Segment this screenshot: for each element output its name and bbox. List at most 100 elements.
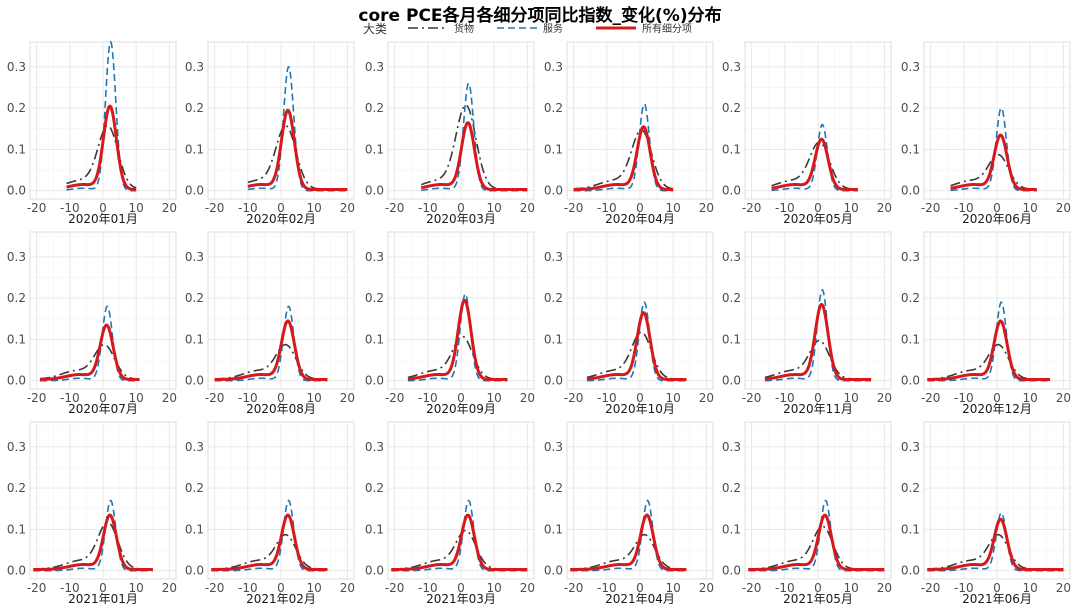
x-tick-label: -20 [385, 391, 405, 405]
y-tick-label: 0.2 [544, 481, 563, 495]
x-tick-label: -20 [27, 391, 47, 405]
y-tick-label: 0.0 [544, 564, 563, 578]
facet-label: 2021年02月 [246, 592, 316, 604]
series-line-all [926, 517, 1064, 571]
x-tick-label: 10 [487, 391, 502, 405]
x-tick-label: -20 [385, 201, 405, 215]
x-tick-label: 20 [1056, 581, 1071, 595]
x-tick-label: -20 [921, 201, 941, 215]
series-line-services [573, 103, 674, 192]
facet-panel: 0.0 0.1 0.2 0.3 -20 -10 0 10 20 2021年05月 [722, 421, 892, 604]
y-tick-label: 0.3 [185, 250, 204, 264]
y-tick-label: 0.0 [544, 374, 563, 388]
x-tick-label: 20 [520, 201, 535, 215]
x-tick-label: 10 [1023, 391, 1038, 405]
series-line-all [569, 513, 687, 571]
series-line-all [586, 311, 688, 381]
x-tick-label: 20 [340, 201, 355, 215]
facet-panel: 0.0 0.1 0.2 0.3 -20 -10 0 10 20 2020年12月 [901, 231, 1071, 416]
x-tick-label: 10 [487, 201, 502, 215]
x-tick-label: 0 [814, 201, 822, 215]
x-tick-label: 10 [666, 391, 681, 405]
y-tick-label: 0.3 [185, 440, 204, 454]
y-tick-label: 0.3 [365, 440, 384, 454]
x-tick-label: 10 [129, 391, 144, 405]
x-tick-label: 20 [877, 391, 892, 405]
y-tick-label: 0.1 [7, 522, 26, 536]
x-tick-label: 0 [277, 201, 285, 215]
series-line-all [407, 298, 509, 381]
x-tick-label: -10 [954, 201, 974, 215]
y-tick-label: 0.1 [544, 142, 563, 156]
y-tick-label: 0.3 [901, 440, 920, 454]
facet-panel: 0.0 0.1 0.2 0.3 -20 -10 0 10 20 2020年07月 [7, 231, 177, 416]
facet-label: 2021年06月 [962, 592, 1032, 604]
series-line-goods [211, 533, 328, 570]
x-tick-label: 20 [1056, 201, 1071, 215]
x-tick-label: 20 [520, 581, 535, 595]
y-tick-label: 0.1 [7, 332, 26, 346]
series-line-goods [214, 343, 328, 380]
facet-label: 2020年06月 [962, 212, 1032, 226]
series-line-all [210, 513, 328, 571]
facet-label: 2021年04月 [605, 592, 675, 604]
y-tick-label: 0.3 [7, 60, 26, 74]
series-line-goods [927, 343, 1051, 380]
y-tick-label: 0.3 [7, 440, 26, 454]
x-tick-label: 0 [636, 581, 644, 595]
facet-panel: 0.0 0.1 0.2 0.3 -20 -10 0 10 20 2020年01月 [7, 41, 177, 226]
x-tick-label: -10 [775, 581, 795, 595]
chart-title: core PCE各月各细分项同比指数_变化(%)分布 [358, 6, 722, 26]
facet-panel: 0.0 0.1 0.2 0.3 -20 -10 0 10 20 2021年06月 [901, 421, 1071, 604]
x-tick-label: 0 [99, 201, 107, 215]
x-tick-label: 10 [307, 391, 322, 405]
x-tick-label: 10 [487, 581, 502, 595]
x-tick-label: 10 [129, 201, 144, 215]
x-tick-label: -10 [238, 201, 258, 215]
facet-label: 2020年09月 [426, 402, 496, 416]
y-tick-label: 0.1 [185, 522, 204, 536]
x-tick-label: -10 [418, 201, 438, 215]
y-tick-label: 0.3 [544, 60, 563, 74]
y-tick-label: 0.2 [185, 481, 204, 495]
y-tick-label: 0.1 [901, 522, 920, 536]
x-tick-label: -20 [742, 391, 762, 405]
y-tick-label: 0.1 [365, 142, 384, 156]
y-tick-label: 0.1 [901, 332, 920, 346]
x-tick-label: 20 [520, 391, 535, 405]
x-tick-label: 0 [993, 201, 1001, 215]
x-tick-label: -10 [418, 391, 438, 405]
y-tick-label: 0.2 [365, 481, 384, 495]
x-tick-label: -10 [775, 201, 795, 215]
y-tick-label: 0.3 [722, 60, 741, 74]
y-tick-label: 0.1 [544, 332, 563, 346]
x-tick-label: 10 [307, 581, 322, 595]
y-tick-label: 0.0 [7, 564, 26, 578]
facet-panel: 0.0 0.1 0.2 0.3 -20 -10 0 10 20 2020年02月 [185, 41, 355, 226]
x-tick-label: -20 [27, 581, 47, 595]
y-tick-label: 0.0 [7, 184, 26, 198]
x-tick-label: -20 [564, 201, 584, 215]
y-tick-label: 0.1 [185, 142, 204, 156]
x-tick-label: 20 [162, 201, 177, 215]
y-tick-label: 0.1 [365, 522, 384, 536]
y-tick-label: 0.0 [901, 374, 920, 388]
x-tick-label: -20 [205, 201, 225, 215]
x-tick-label: -20 [564, 391, 584, 405]
x-tick-label: 0 [99, 581, 107, 595]
x-tick-label: -20 [27, 201, 47, 215]
facet-label: 2020年03月 [426, 212, 496, 226]
x-tick-label: 20 [699, 201, 714, 215]
y-tick-label: 0.3 [365, 60, 384, 74]
facet-label: 2021年03月 [426, 592, 496, 604]
y-tick-label: 0.1 [7, 142, 26, 156]
x-tick-label: -20 [564, 581, 584, 595]
facet-panel: 0.0 0.1 0.2 0.3 -20 -10 0 10 20 2020年03月 [365, 41, 535, 226]
x-tick-label: 20 [877, 201, 892, 215]
y-tick-label: 0.0 [185, 374, 204, 388]
y-tick-label: 0.0 [365, 374, 384, 388]
legend-label-1: 服务 [543, 22, 563, 35]
series-line-all [65, 104, 138, 191]
y-tick-label: 0.0 [901, 184, 920, 198]
